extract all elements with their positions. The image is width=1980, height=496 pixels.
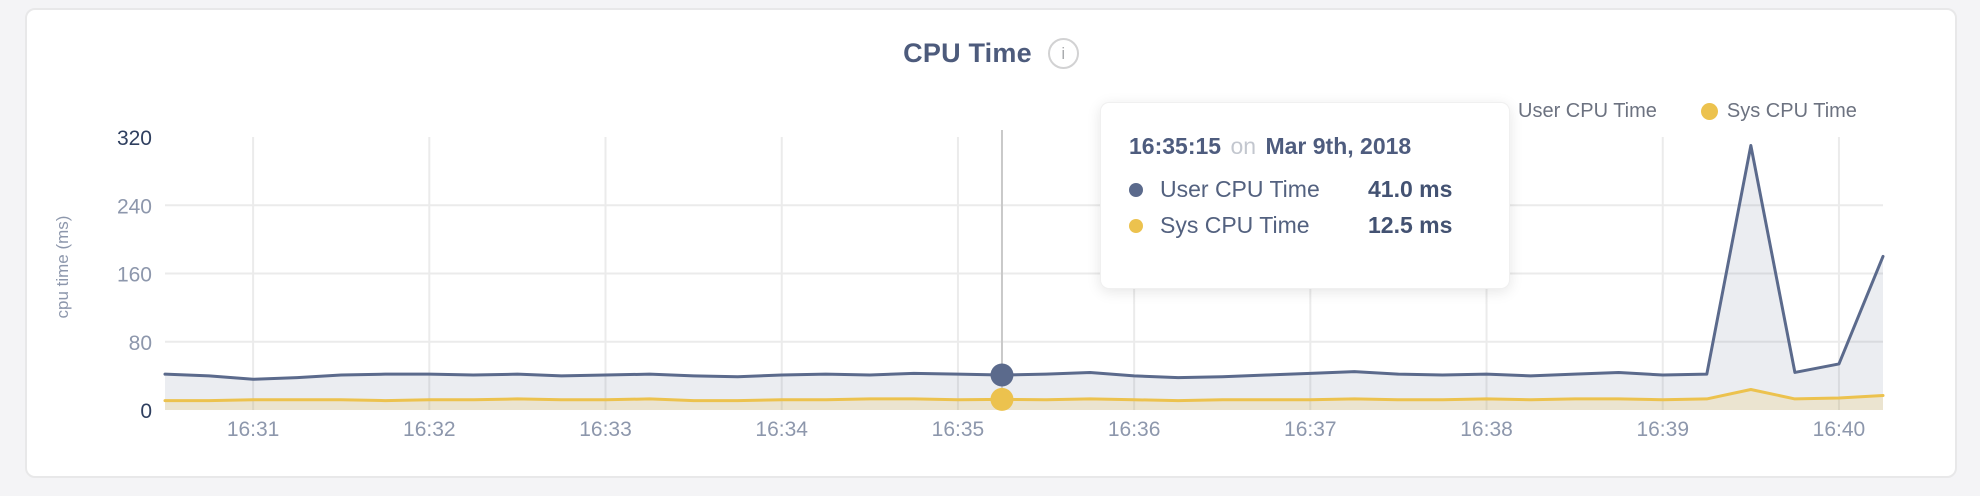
x-tick-label: 16:31 bbox=[227, 418, 280, 441]
user-series-dot-icon bbox=[1129, 182, 1143, 197]
tooltip-row-sys: Sys CPU Time 12.5 ms bbox=[1129, 212, 1481, 239]
tooltip-timestamp: 16:35:15 on Mar 9th, 2018 bbox=[1129, 133, 1481, 160]
legend-item-sys-cpu-time[interactable]: Sys CPU Time bbox=[1700, 100, 1857, 123]
cpu-time-panel: CPU Time i User CPU Time Sys CPU Time 0 8… bbox=[25, 8, 1957, 478]
y-tick-label: 320 bbox=[117, 127, 152, 150]
legend-label-user: User CPU Time bbox=[1518, 100, 1657, 122]
legend-item-user-cpu-time[interactable]: User CPU Time bbox=[1492, 100, 1657, 123]
active-point-user bbox=[990, 363, 1014, 387]
user-cpu-line bbox=[163, 144, 1885, 381]
tooltip-date: Mar 9th, 2018 bbox=[1265, 133, 1412, 159]
tooltip-label-sys: Sys CPU Time bbox=[1160, 212, 1310, 238]
tooltip-row-user: User CPU Time 41.0 ms bbox=[1129, 176, 1481, 203]
y-tick-label: 160 bbox=[117, 264, 152, 287]
x-tick-label: 16:34 bbox=[755, 418, 808, 441]
legend-label-sys: Sys CPU Time bbox=[1726, 100, 1857, 122]
x-tick-label: 16:38 bbox=[1460, 418, 1513, 441]
sys-cpu-line bbox=[163, 388, 1885, 403]
y-tick-label: 240 bbox=[117, 195, 152, 218]
tooltip-value-sys: 12.5 ms bbox=[1368, 212, 1453, 238]
sys-series-dot-icon bbox=[1700, 103, 1718, 120]
x-tick-label: 16:36 bbox=[1108, 418, 1161, 441]
sys-series-dot-icon bbox=[1129, 218, 1143, 233]
tooltip-connector: on bbox=[1230, 133, 1257, 159]
info-icon[interactable]: i bbox=[1047, 38, 1079, 69]
x-tick-label: 16:32 bbox=[403, 418, 456, 441]
active-point-sys bbox=[990, 387, 1014, 411]
panel-header: CPU Time i bbox=[27, 38, 1955, 69]
panel-title: CPU Time bbox=[903, 38, 1032, 68]
cpu-time-chart[interactable]: 0 80 160 240 320 16:31 16:32 16:33 16:34 16:35 16:… bbox=[27, 10, 1959, 480]
tooltip-value-user: 41.0 ms bbox=[1368, 176, 1453, 202]
y-axis-title: cpu time (ms) bbox=[53, 216, 72, 319]
y-tick-label: 0 bbox=[140, 400, 152, 423]
x-tick-label: 16:35 bbox=[932, 418, 985, 441]
chart-legend: User CPU Time Sys CPU Time bbox=[1492, 100, 1857, 123]
user-area-fill bbox=[165, 145, 1883, 410]
x-tick-label: 16:39 bbox=[1636, 418, 1689, 441]
x-tick-label: 16:37 bbox=[1284, 418, 1337, 441]
y-tick-label: 80 bbox=[129, 332, 152, 355]
x-tick-label: 16:40 bbox=[1813, 418, 1866, 441]
x-tick-label: 16:33 bbox=[579, 418, 632, 441]
tooltip-time: 16:35:15 bbox=[1129, 133, 1222, 159]
chart-tooltip: 16:35:15 on Mar 9th, 2018 User CPU Time … bbox=[1100, 102, 1510, 289]
tooltip-label-user: User CPU Time bbox=[1160, 176, 1320, 202]
